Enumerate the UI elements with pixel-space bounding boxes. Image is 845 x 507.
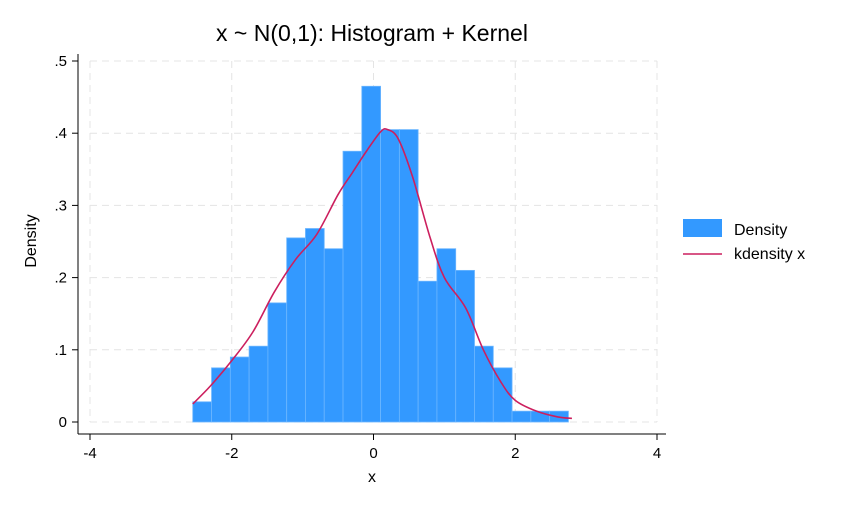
chart-title: x ~ N(0,1): Histogram + Kernel	[216, 20, 528, 46]
x-tick-label: 2	[511, 445, 519, 462]
x-tick-label: 0	[369, 445, 377, 462]
histogram-bar	[248, 345, 269, 423]
x-tick-label: -4	[83, 445, 96, 462]
histogram-bar	[455, 269, 475, 423]
kdensity-line-group	[192, 127, 573, 420]
histogram-bar	[286, 237, 306, 423]
histogram-bar	[267, 302, 288, 423]
histogram-bar	[305, 228, 325, 423]
kdensity-line	[192, 127, 573, 420]
histogram-bar	[474, 345, 494, 423]
histogram-bar	[323, 248, 344, 423]
x-tick-label: -2	[225, 445, 238, 462]
legend: Density kdensity x	[683, 219, 805, 263]
y-tick-label: .1	[54, 342, 67, 359]
histogram-bar	[229, 356, 250, 423]
histogram-bar	[511, 410, 532, 423]
histogram-bar	[436, 248, 457, 423]
histogram-bars	[192, 85, 569, 423]
histogram-bar	[417, 280, 438, 423]
y-tick-label: .5	[54, 53, 67, 70]
y-axis-title: Density	[23, 214, 40, 267]
histogram-bar	[492, 367, 513, 423]
y-tick-label: .3	[54, 197, 67, 214]
histogram-bar	[342, 150, 363, 423]
histogram-bar	[380, 129, 400, 423]
x-axis-title: x	[368, 469, 376, 486]
histogram-bar	[211, 367, 231, 423]
x-tick-label: 4	[653, 445, 661, 462]
y-tick-label: .4	[54, 125, 67, 142]
axes: -4 -2 0 2 4 0 .1 .2 .3 .4 .5	[54, 53, 666, 462]
histogram-bar	[192, 401, 212, 423]
y-tick-label: .2	[54, 270, 67, 287]
legend-kdensity-label: kdensity x	[734, 246, 805, 263]
histogram-bar	[398, 129, 419, 423]
legend-density-swatch	[683, 219, 722, 237]
histogram-bar	[361, 85, 381, 423]
y-tick-label: 0	[59, 414, 67, 431]
legend-density-label: Density	[734, 222, 787, 239]
